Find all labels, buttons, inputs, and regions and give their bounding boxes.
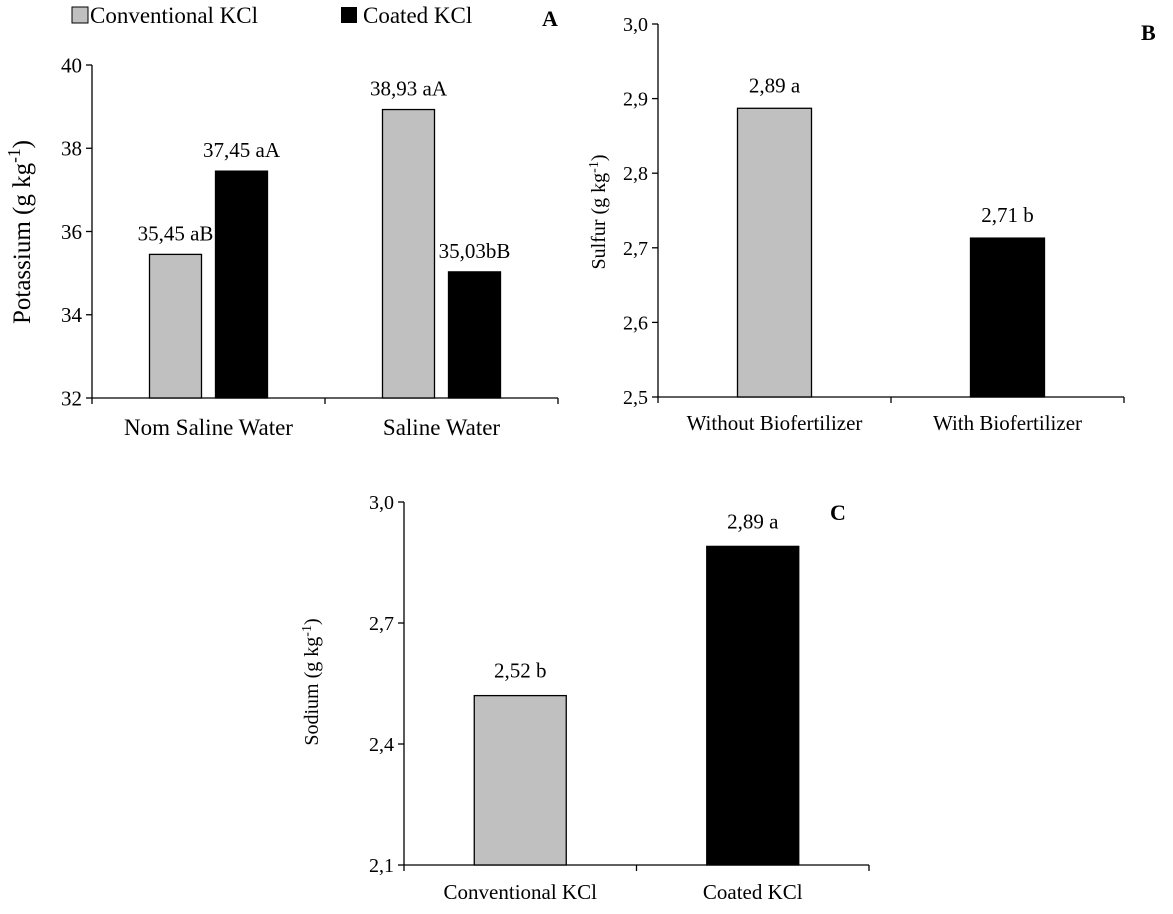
b-y-tick-label: 2,5 [623, 387, 648, 409]
b-y-tick-label: 2,7 [623, 238, 648, 260]
data-label: 35,03bB [439, 239, 511, 263]
bar [148, 253, 203, 399]
data-label: 2,89 a [727, 509, 779, 533]
panel-letter-b: B [1141, 20, 1156, 45]
legend-swatch-coated [341, 7, 357, 23]
y-axis-title-b-text: Sulfur (g kg-1) [587, 154, 611, 269]
bar [706, 545, 800, 866]
y-axis-title-a: Potassium (g kg-1) [4, 140, 36, 324]
a-y-tick-label: 40 [61, 53, 82, 77]
b-x-tick-label: Without Biofertilizer [687, 411, 863, 435]
data-label: 37,45 aA [203, 138, 281, 162]
c-y-tick-label: 2,1 [369, 855, 394, 877]
a-y-tick-label: 38 [61, 137, 82, 161]
y-axis-title-b: Sulfur (g kg-1) [587, 154, 611, 269]
a-x-tick-label: Nom Saline Water [124, 415, 293, 440]
legend-label-conventional: Conventional KCl [90, 3, 258, 28]
data-label: 2,52 b [494, 659, 547, 683]
panel-c: C 2,1 2,4 2,7 3,0 Conventional KCl Coated KCl… [300, 492, 870, 904]
data-label: 2,89 a [749, 73, 801, 97]
legend-label-coated: Coated KCl [363, 3, 472, 28]
y-axis-title-a-text: Potassium (g kg-1) [4, 140, 36, 324]
c-x-tick-label: Coated KCl [703, 880, 803, 904]
c-y-tick-label: 3,0 [369, 492, 394, 514]
a-y-tick-label: 32 [61, 386, 82, 410]
a-y-tick-label: 36 [61, 220, 82, 244]
panel-b: B 2,5 2,6 2,7 2,8 2,9 3,0 Without Biofertilize… [587, 14, 1157, 435]
bar [969, 237, 1046, 398]
c-y-tick-label: 2,4 [369, 734, 394, 756]
c-y-tick-label: 2,7 [369, 613, 394, 635]
panel-letter-c: C [830, 500, 846, 525]
a-y-tick-label: 34 [61, 303, 83, 327]
data-label: 38,93 aA [370, 77, 448, 101]
legend-swatch-conventional [71, 6, 89, 24]
data-label: 35,45 aB [138, 221, 214, 245]
b-y-tick-label: 3,0 [623, 14, 648, 36]
b-y-tick-label: 2,9 [623, 89, 648, 111]
bar [214, 170, 269, 399]
y-axis-title-c-text: Sodium (g kg-1) [300, 618, 324, 745]
b-y-tick-label: 2,6 [623, 312, 648, 334]
panel-letter-a: A [542, 6, 558, 31]
bar [736, 107, 813, 398]
bar [447, 271, 502, 399]
panel-a: A 32 34 36 38 40 Nom Saline Water Saline Water… [4, 6, 559, 440]
bar [473, 694, 567, 866]
data-label: 2,71 b [981, 203, 1034, 227]
y-axis-title-c: Sodium (g kg-1) [300, 618, 324, 745]
b-y-tick-label: 2,8 [623, 163, 648, 185]
c-x-tick-label: Conventional KCl [444, 880, 598, 904]
a-x-tick-label: Saline Water [383, 415, 500, 440]
legend: Conventional KCl Coated KCl [71, 3, 472, 28]
b-x-tick-label: With Biofertilizer [933, 411, 1082, 435]
bar [381, 108, 436, 399]
